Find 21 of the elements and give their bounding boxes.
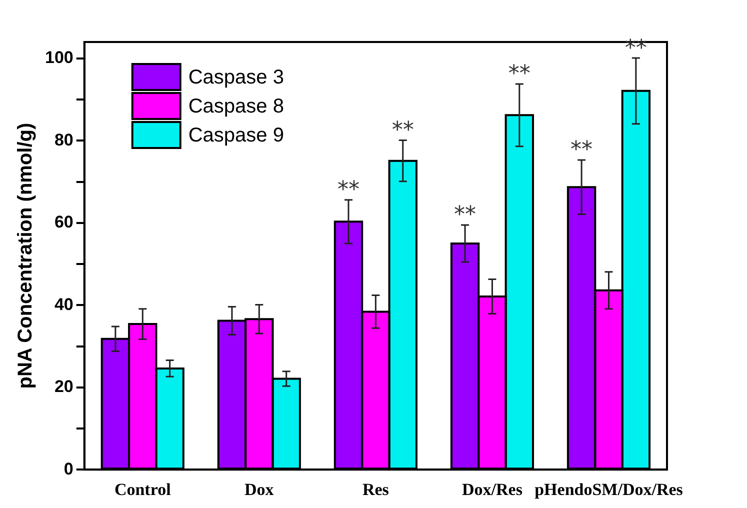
x-tick-label: pHendoSM/Dox/Res: [534, 480, 684, 500]
y-axis-title: pNA Concentration (nmol/g): [14, 122, 37, 389]
x-tick-label: Dox/Res: [462, 480, 523, 500]
y-tick-label: 100: [44, 48, 74, 68]
legend-label: Caspase 8: [188, 96, 284, 118]
y-tick-label: 60: [54, 212, 74, 232]
x-tick-label: Dox: [244, 480, 274, 500]
y-tick-label: 20: [54, 377, 74, 396]
data-label: **: [392, 118, 414, 143]
data-label: **: [570, 138, 593, 163]
y-tick-label: 80: [54, 130, 74, 150]
legend-label: Caspase 9: [188, 124, 284, 147]
x-tick-label: Res: [362, 480, 390, 500]
legend-label: Caspase 3: [188, 66, 284, 89]
data-label: **: [454, 202, 476, 228]
y-tick-label: 40: [54, 294, 74, 314]
x-tick-label: Control: [114, 480, 172, 500]
data-label: **: [508, 62, 530, 87]
data-label: **: [337, 178, 360, 203]
y-tick-label: 0: [64, 459, 74, 478]
data-label: **: [624, 36, 647, 61]
